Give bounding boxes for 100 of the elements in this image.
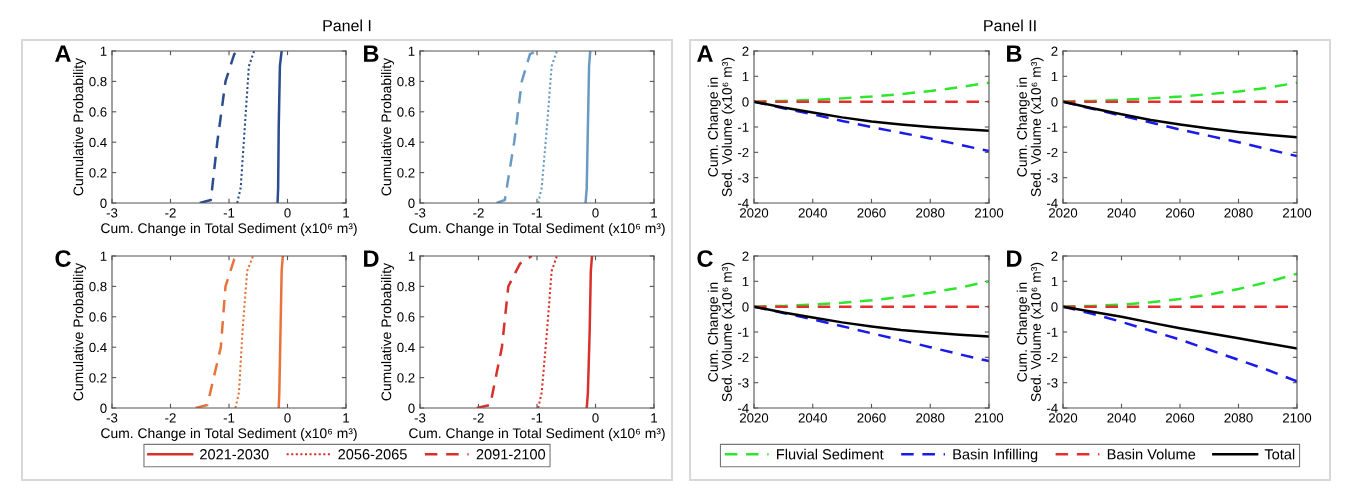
x-tick-label: -2 (473, 208, 484, 218)
x-axis-title: Cum. Change in Total Sediment (x10⁶ m³) (101, 222, 357, 236)
y-tick-label: -4 (737, 198, 749, 208)
text: Panel I (323, 19, 371, 32)
y-tick-label: -3 (1046, 173, 1058, 183)
x-tick-label: 2100 (1282, 208, 1312, 218)
line-series (754, 305, 989, 338)
x-tick-label: 2020 (739, 208, 769, 218)
x-tick-label: 0 (284, 208, 291, 218)
y-axis-title: Cumulative Probability (73, 262, 87, 401)
line-series (1063, 305, 1297, 383)
y-tick-label: -1 (737, 327, 749, 337)
y-tick-label: -1 (1046, 122, 1058, 132)
y-axis-title: Cumulative Probability (381, 57, 395, 196)
x-tick-label: 2080 (916, 208, 945, 218)
line-series (584, 51, 592, 203)
line-series (1063, 305, 1297, 350)
y-tick-label: 1 (1051, 277, 1058, 287)
y-tick-label: -2 (737, 147, 749, 158)
x-tick-label: 1 (343, 208, 350, 218)
x-tick-label: -2 (165, 413, 176, 423)
y-tick-label: -4 (1046, 403, 1058, 413)
y-tick-label: 0 (408, 403, 415, 413)
x-tick-label: 2080 (1224, 413, 1253, 423)
x-tick-label: 2020 (1048, 208, 1078, 218)
chart-title: A (55, 45, 71, 62)
chart-title: D (364, 250, 379, 267)
y-tick-label: 0 (742, 302, 749, 312)
line-series (234, 256, 255, 408)
y-tick-label: 0.2 (397, 168, 415, 178)
x-tick-label: 0 (284, 413, 291, 423)
x-tick-label: 2080 (916, 413, 945, 423)
y-tick-label: -2 (1046, 352, 1058, 363)
y-tick-label: 2 (1051, 46, 1058, 56)
legend-label: Basin Infilling (953, 448, 1038, 463)
y-tick-label: -3 (737, 378, 749, 388)
x-tick-label: 2060 (857, 413, 886, 423)
chart-title: C (55, 250, 71, 267)
x-tick-label: 0 (592, 208, 599, 218)
legend-label: Basin Volume (1107, 448, 1196, 460)
x-tick-label: 1 (343, 413, 350, 423)
x-tick-label: 2100 (974, 208, 1004, 218)
y-tick-label: 0 (1051, 97, 1058, 107)
line-series (754, 100, 989, 153)
x-axis-title: Cum. Change in Total Sediment (x10⁶ m³) (101, 427, 357, 441)
line-series (277, 256, 285, 408)
x-tick-label: 0 (592, 413, 599, 423)
x-tick-label: 2040 (798, 413, 827, 423)
x-tick-label: -2 (473, 413, 484, 423)
x-tick-label: -1 (223, 413, 235, 423)
y-tick-label: -1 (1046, 327, 1058, 337)
x-tick-label: -1 (531, 413, 543, 423)
x-axis-title: Cum. Change in Total Sediment (x10⁶ m³) (409, 222, 665, 236)
y-tick-label: 0.2 (397, 373, 415, 383)
y-tick-label: 0 (100, 403, 107, 413)
y-tick-label: 1 (742, 72, 749, 82)
x-tick-label: -1 (531, 208, 543, 218)
y-tick-label: -4 (737, 403, 749, 413)
line-series (236, 51, 256, 203)
line-series (537, 256, 558, 408)
y-tick-label: -2 (1046, 147, 1058, 158)
x-tick-label: 2060 (857, 208, 886, 218)
x-tick-label: 2040 (798, 208, 827, 218)
y-tick-label: 0.2 (89, 373, 107, 383)
line-series (475, 256, 533, 408)
x-tick-label: 2040 (1107, 413, 1136, 423)
y-tick-label: 0.8 (397, 76, 415, 87)
y-tick-label: -3 (737, 173, 749, 183)
text: Panel II (984, 19, 1036, 32)
y-tick-label: 0 (1051, 302, 1058, 312)
line-series (1063, 100, 1297, 139)
x-tick-label: 2020 (1048, 413, 1078, 423)
line-series (537, 51, 558, 203)
x-tick-label: 1 (651, 413, 658, 423)
x-tick-label: -1 (223, 208, 235, 218)
y-tick-label: -4 (1046, 198, 1058, 208)
y-tick-label: 0 (100, 198, 107, 208)
y-tick-label: 2 (742, 251, 749, 261)
y-axis-title: Cumulative Probability (73, 57, 87, 196)
x-tick-label: 2060 (1165, 208, 1195, 218)
y-tick-label: 1 (408, 46, 415, 56)
x-tick-label: 2020 (739, 413, 769, 423)
y-tick-label: 0.4 (397, 137, 415, 148)
legend-label: Fluvial Sediment (777, 448, 884, 460)
legend-label: 2056-2065 (338, 449, 407, 460)
y-tick-label: 0.2 (89, 168, 107, 178)
legend-label: 2021-2030 (200, 449, 269, 460)
x-axis-title: Cum. Change in Total Sediment (x10⁶ m³) (409, 427, 665, 441)
y-tick-label: 0.4 (89, 137, 107, 148)
x-tick-label: 2100 (974, 413, 1004, 423)
x-tick-label: 2060 (1165, 413, 1195, 423)
y-tick-label: 0 (742, 97, 749, 107)
line-series (585, 256, 594, 408)
y-tick-label: 0.6 (397, 312, 415, 322)
y-tick-label: 1 (100, 251, 107, 261)
y-tick-label: 0.4 (397, 342, 415, 353)
x-tick-label: 2100 (1282, 413, 1312, 423)
x-tick-label: 2080 (1224, 208, 1253, 218)
chart-title: B (364, 45, 379, 62)
y-tick-label: 0.8 (89, 281, 107, 292)
